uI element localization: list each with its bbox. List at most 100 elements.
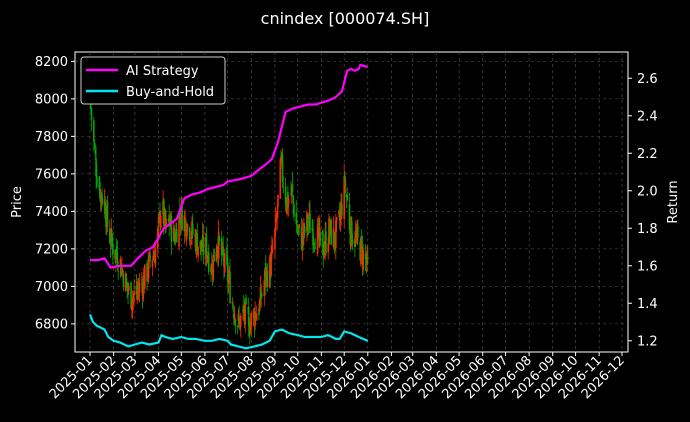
candle-body xyxy=(173,231,176,241)
candle-body xyxy=(126,282,129,289)
candle-body xyxy=(99,182,101,199)
candle-body xyxy=(210,263,213,274)
y-right-tick-label: 1.8 xyxy=(637,222,658,237)
candle-body xyxy=(212,254,215,281)
candle-body xyxy=(250,312,253,326)
candle-body xyxy=(183,215,186,232)
candle-body xyxy=(309,212,311,233)
candle-body xyxy=(341,204,343,216)
candle-body xyxy=(335,220,337,249)
candle-body xyxy=(255,313,258,321)
candle-body xyxy=(236,325,239,327)
candle-body xyxy=(364,253,367,260)
candle-body xyxy=(316,226,319,254)
candle-body xyxy=(147,256,150,279)
candle-body xyxy=(231,302,234,304)
candle-body xyxy=(168,214,170,225)
candle-body xyxy=(206,256,209,258)
chart-title: cnindex [000074.SH] xyxy=(261,9,430,28)
y-left-tick-label: 7400 xyxy=(35,205,68,220)
candle-body xyxy=(296,230,299,233)
candle-body xyxy=(132,294,135,299)
candle-body xyxy=(280,155,282,165)
legend-label-buy-and-hold: Buy-and-Hold xyxy=(126,85,214,100)
candle-body xyxy=(218,236,221,242)
series-line-ai-strategy xyxy=(90,63,369,269)
candle-body xyxy=(303,226,306,233)
candle-body xyxy=(266,270,269,288)
candle-body xyxy=(111,233,113,242)
candle-body xyxy=(284,186,287,205)
y-right-tick-label: 2.2 xyxy=(637,147,658,162)
candle-body xyxy=(143,264,146,289)
candle-body xyxy=(190,237,193,239)
candle-body xyxy=(245,297,247,305)
candle-body xyxy=(261,294,263,296)
candle-body xyxy=(322,230,324,256)
candle-body xyxy=(191,223,194,236)
candle-body xyxy=(275,217,278,221)
candle-body xyxy=(333,231,336,246)
candle-body xyxy=(201,248,203,252)
candle-body xyxy=(298,224,301,228)
candle-body xyxy=(146,262,148,282)
candle-body xyxy=(138,283,141,293)
series-lines xyxy=(88,63,369,350)
candle-body xyxy=(282,186,285,188)
candle-body xyxy=(291,183,294,193)
candle-body xyxy=(137,286,139,290)
candle-body xyxy=(149,254,151,262)
candle-body xyxy=(131,297,134,307)
candle-body xyxy=(179,218,182,223)
candle-body xyxy=(295,212,298,225)
candle-body xyxy=(178,211,180,247)
candle-body xyxy=(351,220,353,245)
candle-body xyxy=(93,120,95,142)
y-axis-left: 6800 7000 7200 7400 7600 7800 8000 8200 xyxy=(35,55,75,332)
candle-body xyxy=(290,193,292,195)
candle-body xyxy=(174,240,177,244)
candle-body xyxy=(234,319,237,327)
candle-body xyxy=(287,198,290,204)
candle-body xyxy=(244,302,247,325)
candle-body xyxy=(314,247,317,249)
candle-body xyxy=(93,145,96,147)
candle-body xyxy=(202,236,205,255)
candle-body xyxy=(154,249,157,266)
candle-body xyxy=(223,252,226,273)
candle-body xyxy=(186,223,189,232)
y-left-tick-label: 7200 xyxy=(35,242,68,257)
candle-body xyxy=(277,194,279,207)
candle-body xyxy=(351,240,354,244)
candle-body xyxy=(232,304,234,310)
candle-body xyxy=(311,228,314,230)
candle-body xyxy=(343,176,346,220)
candle-body xyxy=(148,251,151,256)
candle-body xyxy=(312,239,315,241)
candle-body xyxy=(197,246,199,257)
candle-body xyxy=(136,291,138,293)
candle-body xyxy=(365,263,368,265)
candle-body xyxy=(130,282,132,309)
candle-body xyxy=(279,159,282,199)
y-right-tick-label: 2.6 xyxy=(637,72,658,87)
candle-body xyxy=(226,262,229,282)
candlesticks xyxy=(89,96,369,345)
y-axis-right-label: Return xyxy=(666,180,681,223)
legend: AI Strategy Buy-and-Hold xyxy=(80,56,226,105)
candle-body xyxy=(196,232,199,255)
y-left-tick-label: 8200 xyxy=(35,55,68,70)
y-axis-left-label: Price xyxy=(10,186,25,218)
y-right-tick-label: 1.2 xyxy=(637,334,658,349)
candle-body xyxy=(117,270,119,272)
candle-body xyxy=(247,306,250,314)
candle-body xyxy=(109,239,112,246)
candle-body xyxy=(207,252,210,272)
candle-body xyxy=(270,254,272,276)
candle-body xyxy=(354,233,357,244)
candle-body xyxy=(327,243,330,253)
candle-body xyxy=(281,155,284,182)
candle-body xyxy=(133,290,135,295)
candle-body xyxy=(360,235,363,243)
candle-body xyxy=(137,290,140,294)
